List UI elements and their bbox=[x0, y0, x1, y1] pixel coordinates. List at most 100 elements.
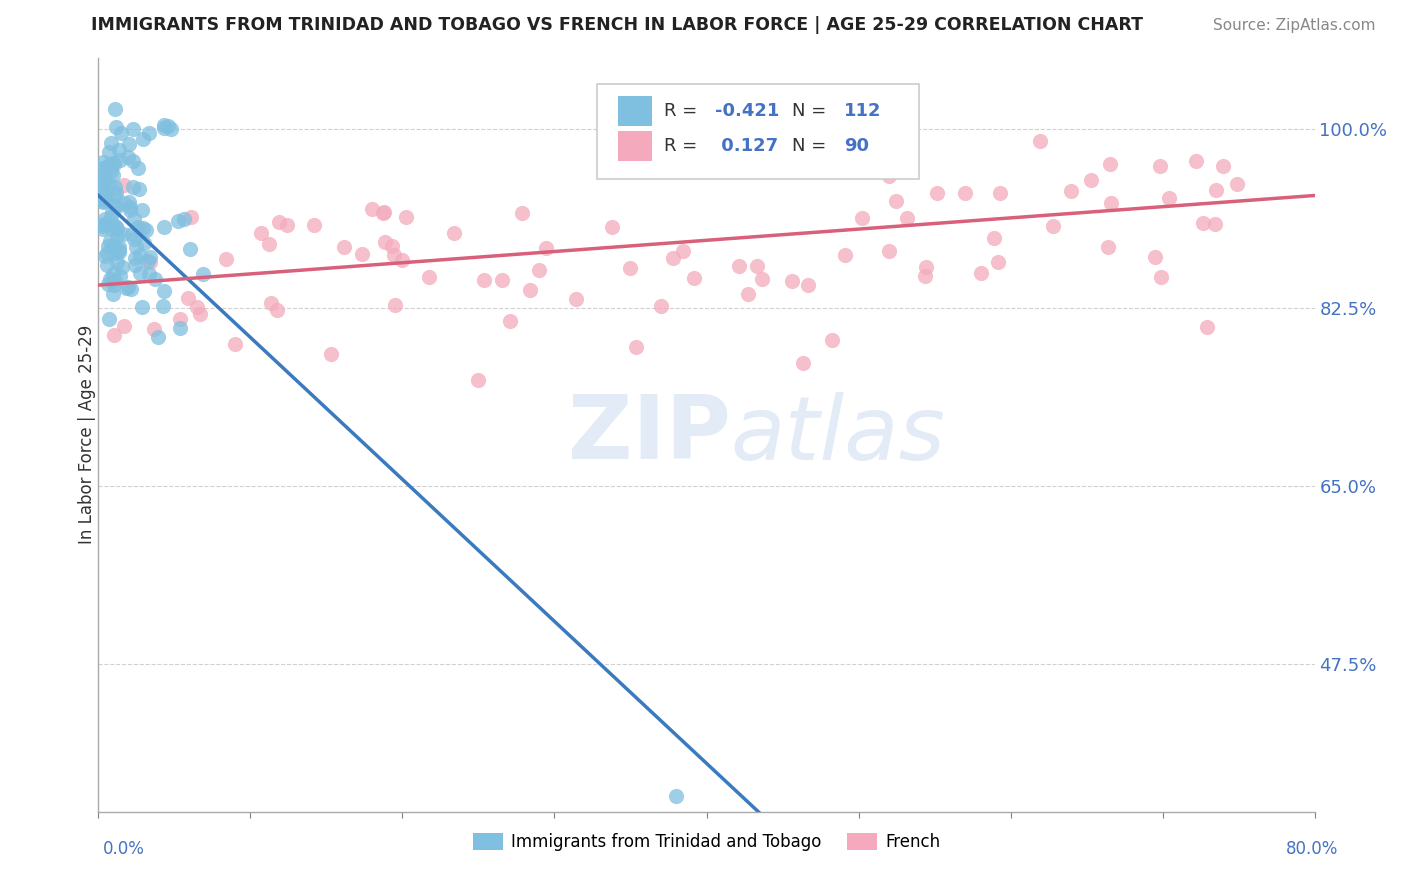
Point bbox=[105, 219, 128, 234]
Point bbox=[153, 120, 176, 135]
Point bbox=[191, 267, 214, 281]
Point bbox=[104, 179, 127, 194]
Point bbox=[499, 314, 522, 328]
Point bbox=[1080, 173, 1102, 187]
Point bbox=[321, 347, 343, 361]
Point bbox=[1150, 269, 1173, 284]
Point bbox=[91, 192, 114, 206]
Point bbox=[108, 153, 131, 168]
Point bbox=[153, 284, 176, 298]
Point bbox=[103, 168, 125, 182]
Point bbox=[120, 282, 142, 296]
Point bbox=[1029, 134, 1052, 148]
Point bbox=[1149, 160, 1171, 174]
Point bbox=[91, 219, 114, 234]
Point bbox=[125, 240, 148, 254]
Point bbox=[215, 252, 238, 267]
Point bbox=[94, 212, 117, 227]
Point bbox=[97, 238, 120, 252]
Point bbox=[179, 242, 201, 256]
Point bbox=[1184, 154, 1206, 169]
Point bbox=[91, 188, 114, 202]
Point bbox=[1060, 184, 1083, 198]
Point bbox=[600, 220, 623, 235]
Point bbox=[121, 227, 143, 242]
Point bbox=[96, 160, 118, 174]
Point bbox=[91, 154, 114, 169]
Point bbox=[619, 261, 641, 276]
Point bbox=[276, 219, 298, 233]
Point bbox=[970, 266, 993, 280]
Point bbox=[96, 258, 118, 272]
Point bbox=[132, 221, 155, 235]
Point bbox=[851, 211, 873, 226]
Point bbox=[93, 217, 115, 231]
Point bbox=[139, 250, 162, 264]
Point bbox=[418, 270, 440, 285]
Point bbox=[103, 328, 125, 343]
Point bbox=[122, 153, 145, 168]
Point bbox=[103, 278, 125, 293]
Point bbox=[139, 254, 162, 268]
Point bbox=[107, 243, 129, 257]
Point bbox=[128, 248, 150, 262]
Point bbox=[169, 321, 191, 335]
Bar bbox=[617, 131, 652, 161]
Point bbox=[115, 280, 138, 294]
Point bbox=[138, 267, 160, 281]
Point bbox=[373, 205, 395, 219]
Point bbox=[112, 227, 135, 241]
Point bbox=[134, 235, 156, 250]
Point bbox=[100, 136, 122, 150]
Point bbox=[118, 136, 141, 151]
Point bbox=[111, 260, 134, 274]
Point bbox=[884, 194, 907, 208]
Point bbox=[127, 220, 149, 235]
Point bbox=[1205, 183, 1227, 197]
Point bbox=[565, 292, 588, 306]
Point bbox=[98, 311, 121, 326]
Point bbox=[101, 239, 124, 253]
Point bbox=[98, 272, 121, 286]
Point bbox=[117, 149, 139, 163]
Point bbox=[1159, 191, 1181, 205]
Point bbox=[101, 156, 124, 170]
Point bbox=[188, 308, 211, 322]
Point bbox=[122, 180, 145, 194]
Point bbox=[146, 330, 169, 344]
Point bbox=[782, 274, 804, 288]
Point bbox=[662, 251, 685, 265]
Point bbox=[180, 211, 202, 225]
Point bbox=[683, 270, 706, 285]
Point bbox=[118, 202, 141, 217]
Text: N =: N = bbox=[792, 102, 831, 120]
Point bbox=[100, 164, 122, 178]
Point bbox=[987, 255, 1010, 269]
Point bbox=[177, 291, 200, 305]
Point bbox=[122, 122, 145, 136]
Point bbox=[91, 161, 114, 175]
Point bbox=[122, 232, 145, 246]
Point bbox=[620, 124, 643, 138]
Point bbox=[510, 206, 533, 220]
Point bbox=[104, 188, 127, 202]
Point bbox=[117, 280, 139, 294]
Point bbox=[374, 235, 396, 249]
Point bbox=[131, 132, 153, 146]
Point bbox=[107, 245, 129, 260]
Point bbox=[91, 194, 114, 208]
Point bbox=[267, 215, 290, 229]
Point bbox=[159, 121, 181, 136]
Point bbox=[128, 266, 150, 280]
Point bbox=[93, 249, 115, 263]
FancyBboxPatch shape bbox=[598, 85, 920, 178]
Point bbox=[153, 219, 176, 234]
Point bbox=[97, 178, 120, 192]
Point bbox=[138, 126, 160, 140]
Point bbox=[257, 237, 280, 252]
Point bbox=[107, 143, 129, 157]
Point bbox=[1212, 160, 1234, 174]
Point bbox=[834, 247, 856, 261]
Bar bbox=[617, 95, 652, 126]
Point bbox=[1226, 177, 1249, 191]
